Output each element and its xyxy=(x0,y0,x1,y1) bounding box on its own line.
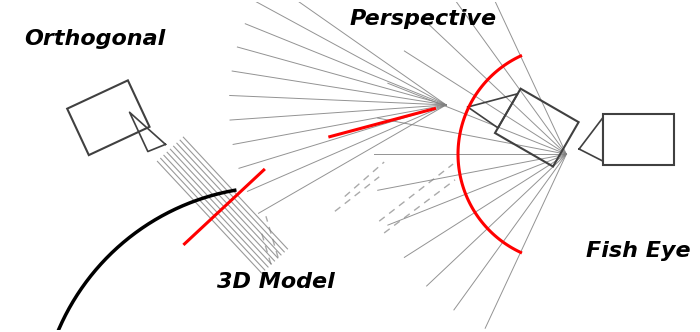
Text: Perspective: Perspective xyxy=(350,9,497,29)
Text: Fish Eye: Fish Eye xyxy=(586,241,691,261)
Text: 3D Model: 3D Model xyxy=(217,272,335,292)
Text: Orthogonal: Orthogonal xyxy=(25,29,166,49)
